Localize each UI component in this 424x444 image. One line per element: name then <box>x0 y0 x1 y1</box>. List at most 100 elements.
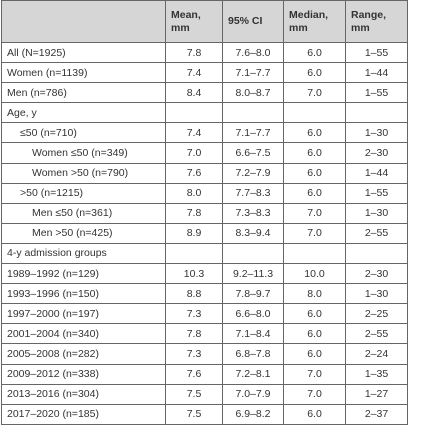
header-row: Mean, mm 95% CI Median, mm Range, mm <box>1 0 408 43</box>
row-label: 2001–2004 (n=340) <box>1 323 166 345</box>
empty-cell <box>165 242 223 265</box>
cell: 7.0 <box>283 383 346 405</box>
table-row: 1993–1996 (n=150) 8.8 7.8–9.7 8.0 1–30 <box>1 283 408 305</box>
row-label: 1993–1996 (n=150) <box>1 283 166 305</box>
cell: 1–55 <box>345 82 408 104</box>
empty-cell <box>283 242 346 265</box>
cell: 7.1–8.4 <box>222 323 284 345</box>
row-label: Men >50 (n=425) <box>1 222 166 244</box>
cell: 8.4 <box>165 82 223 104</box>
cell: 7.6–8.0 <box>222 41 284 64</box>
table-body: All (N=1925) 7.8 7.6–8.0 6.0 1–55 Women (n=11… <box>1 41 408 425</box>
cell: 8.9 <box>165 222 223 244</box>
row-label: 2009–2012 (n=338) <box>1 363 166 385</box>
cell: 7.3 <box>165 303 223 325</box>
cell: 7.4 <box>165 62 223 84</box>
table-row: ≤50 (n=710) 7.4 7.1–7.7 6.0 1–30 <box>1 122 408 144</box>
row-label: Women ≤50 (n=349) <box>1 142 166 164</box>
empty-cell <box>222 242 284 265</box>
cell: 1–55 <box>345 182 408 204</box>
row-label: All (N=1925) <box>1 41 166 64</box>
table-row: 2017–2020 (n=185) 7.5 6.9–8.2 6.0 2–37 <box>1 403 408 425</box>
table-row: 2009–2012 (n=338) 7.6 7.2–8.1 7.0 1–35 <box>1 363 408 385</box>
cell: 1–35 <box>345 363 408 385</box>
table-row: 1989–1992 (n=129) 10.3 9.2–11.3 10.0 2–30 <box>1 263 408 285</box>
row-label: >50 (n=1215) <box>1 182 166 204</box>
table-row: Men >50 (n=425) 8.9 8.3–9.4 7.0 2–55 <box>1 222 408 244</box>
row-label: Men (n=786) <box>1 82 166 104</box>
cell: 1–30 <box>345 202 408 224</box>
table-row: 1997–2000 (n=197) 7.3 6.6–8.0 6.0 2–25 <box>1 303 408 325</box>
cell: 7.8 <box>165 202 223 224</box>
cell: 10.0 <box>283 263 346 285</box>
cell: 7.3 <box>165 343 223 365</box>
table-row: 2013–2016 (n=304) 7.5 7.0–7.9 7.0 1–27 <box>1 383 408 405</box>
cell: 1–44 <box>345 162 408 184</box>
row-label: Men ≤50 (n=361) <box>1 202 166 224</box>
cell: 6.0 <box>283 403 346 425</box>
cell: 7.6 <box>165 363 223 385</box>
header-cell <box>1 0 166 43</box>
cell: 8.8 <box>165 283 223 305</box>
cell: 1–30 <box>345 122 408 144</box>
cell: 2–24 <box>345 343 408 365</box>
cell: 7.0 <box>283 222 346 244</box>
cell: 7.5 <box>165 403 223 425</box>
cell: 7.0 <box>283 82 346 104</box>
table-row: All (N=1925) 7.8 7.6–8.0 6.0 1–55 <box>1 41 408 64</box>
empty-cell <box>345 242 408 265</box>
cell: 6.0 <box>283 323 346 345</box>
cell: 7.0 <box>283 202 346 224</box>
cell: 2–55 <box>345 323 408 345</box>
cell: 6.0 <box>283 62 346 84</box>
header-cell: Range, mm <box>345 0 408 43</box>
cell: 2–25 <box>345 303 408 325</box>
row-label: Women (n=1139) <box>1 62 166 84</box>
table-row: Women >50 (n=790) 7.6 7.2–7.9 6.0 1–44 <box>1 162 408 184</box>
table-row: 2005–2008 (n=282) 7.3 6.8–7.8 6.0 2–24 <box>1 343 408 365</box>
table-row: 4-y admission groups <box>1 242 408 265</box>
table-row: Men (n=786) 8.4 8.0–8.7 7.0 1–55 <box>1 82 408 104</box>
cell: 6.0 <box>283 41 346 64</box>
cell: 7.8 <box>165 41 223 64</box>
row-label: 1997–2000 (n=197) <box>1 303 166 325</box>
cell: 1–44 <box>345 62 408 84</box>
cell: 2–30 <box>345 263 408 285</box>
cell: 7.1–7.7 <box>222 62 284 84</box>
cell: 6.6–8.0 <box>222 303 284 325</box>
cell: 6.0 <box>283 303 346 325</box>
cell: 7.0 <box>283 363 346 385</box>
cell: 9.2–11.3 <box>222 263 284 285</box>
cell: 6.8–7.8 <box>222 343 284 365</box>
cell: 7.0 <box>165 142 223 164</box>
cell: 8.0–8.7 <box>222 82 284 104</box>
table-row: Men ≤50 (n=361) 7.8 7.3–8.3 7.0 1–30 <box>1 202 408 224</box>
cell: 1–55 <box>345 41 408 64</box>
empty-cell <box>165 102 223 124</box>
cell: 7.4 <box>165 122 223 144</box>
row-label: 2013–2016 (n=304) <box>1 383 166 405</box>
row-label: Women >50 (n=790) <box>1 162 166 184</box>
row-label: ≤50 (n=710) <box>1 122 166 144</box>
header-cell: Mean, mm <box>165 0 223 43</box>
header-cell: Median, mm <box>283 0 346 43</box>
cell: 6.9–8.2 <box>222 403 284 425</box>
cell: 2–30 <box>345 142 408 164</box>
cell: 7.1–7.7 <box>222 122 284 144</box>
cell: 7.8–9.7 <box>222 283 284 305</box>
cell: 7.6 <box>165 162 223 184</box>
cell: 7.7–8.3 <box>222 182 284 204</box>
row-label: Age, y <box>1 102 166 124</box>
table-row: Women ≤50 (n=349) 7.0 6.6–7.5 6.0 2–30 <box>1 142 408 164</box>
cell: 6.0 <box>283 162 346 184</box>
cell: 7.0–7.9 <box>222 383 284 405</box>
cell: 7.2–7.9 <box>222 162 284 184</box>
cell: 8.0 <box>283 283 346 305</box>
table-row: Women (n=1139) 7.4 7.1–7.7 6.0 1–44 <box>1 62 408 84</box>
data-table: Mean, mm 95% CI Median, mm Range, mm All (N… <box>1 0 408 425</box>
row-label: 1989–1992 (n=129) <box>1 263 166 285</box>
cell: 6.0 <box>283 182 346 204</box>
cell: 6.6–7.5 <box>222 142 284 164</box>
cell: 2–55 <box>345 222 408 244</box>
